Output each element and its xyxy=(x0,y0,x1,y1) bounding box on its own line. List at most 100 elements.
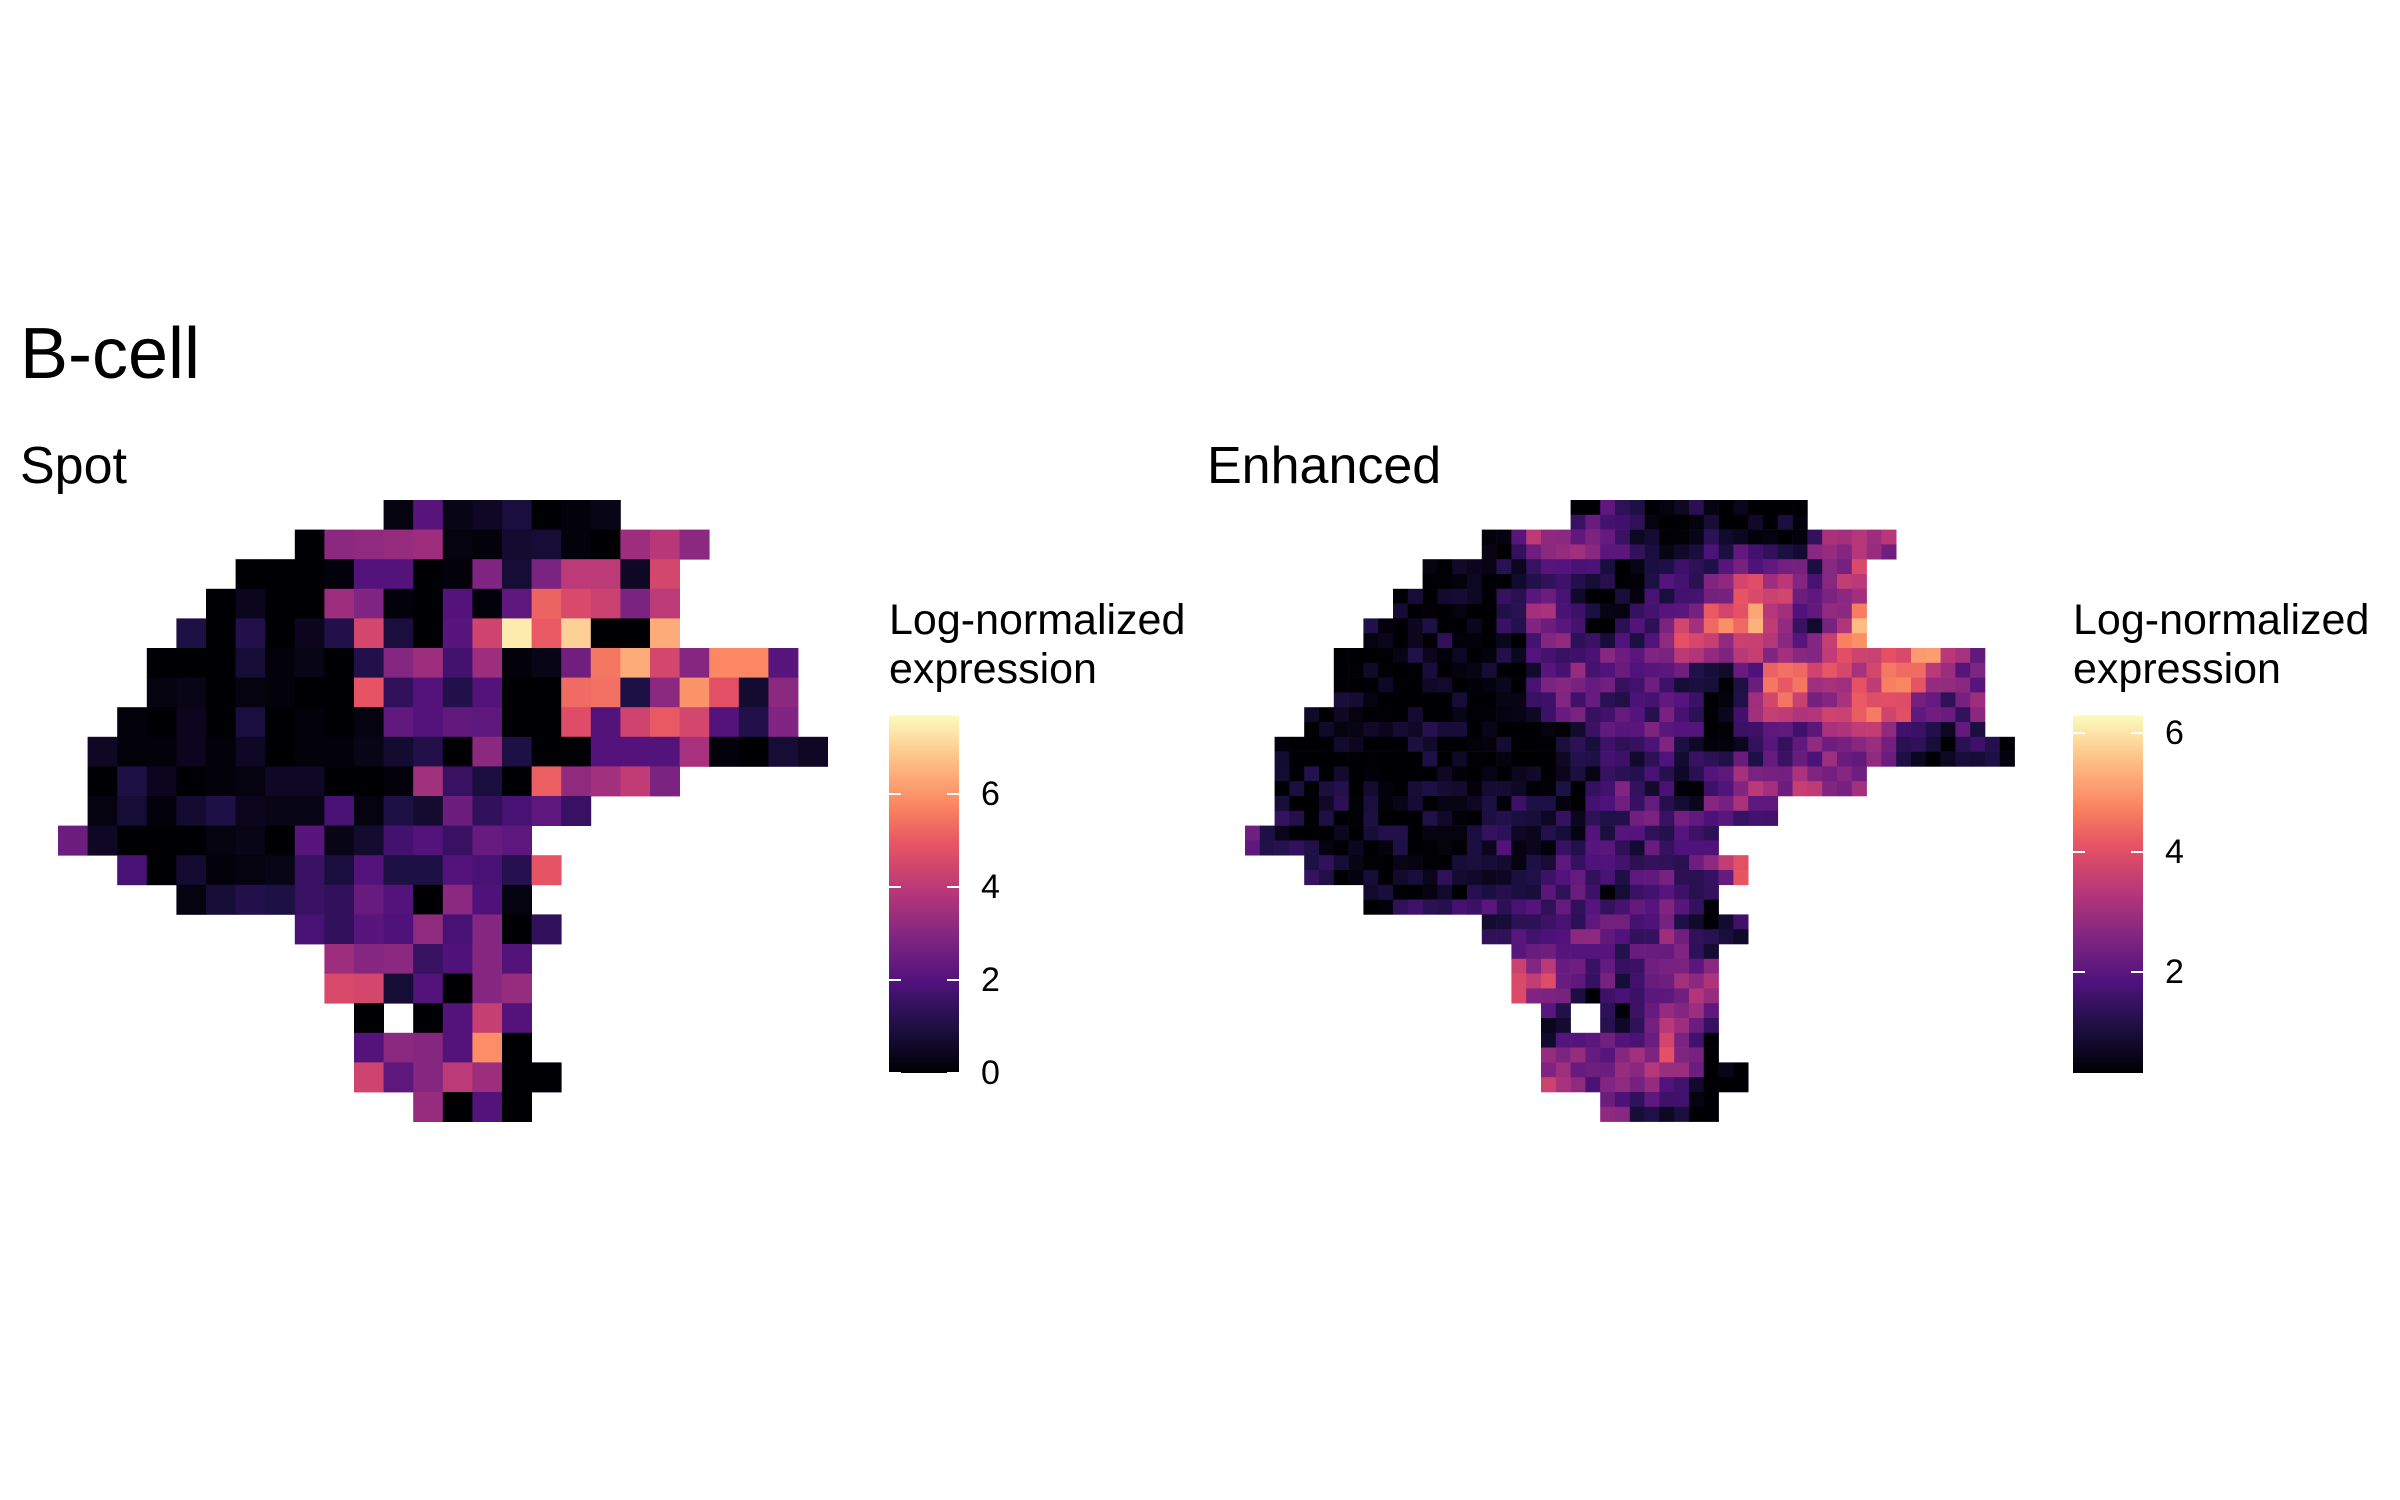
spot-cell xyxy=(294,677,325,708)
spot-cell xyxy=(354,1032,384,1063)
spot-cell xyxy=(354,884,384,915)
legend-tick-mark xyxy=(2131,851,2143,854)
enhanced-cell xyxy=(1629,514,1645,530)
enhanced-cell xyxy=(1570,899,1586,915)
enhanced-cell xyxy=(1822,781,1838,797)
spot-cell xyxy=(472,559,503,590)
enhanced-cell xyxy=(1481,929,1497,945)
enhanced-cell xyxy=(1511,662,1527,678)
enhanced-cell xyxy=(1718,722,1734,738)
spot-cell xyxy=(413,559,444,590)
enhanced-cell xyxy=(1851,588,1867,604)
spot-cell xyxy=(768,736,799,767)
spot-cell xyxy=(354,736,384,767)
enhanced-cell xyxy=(1393,884,1409,900)
enhanced-cell xyxy=(1526,810,1542,826)
enhanced-cell xyxy=(1422,692,1438,708)
spot-cell xyxy=(383,618,414,649)
enhanced-cell xyxy=(1555,929,1571,945)
enhanced-cell xyxy=(1629,914,1645,930)
enhanced-cell xyxy=(1822,707,1838,723)
enhanced-cell xyxy=(1437,692,1453,708)
enhanced-cell xyxy=(1925,736,1941,752)
enhanced-cell xyxy=(1585,648,1601,664)
enhanced-cell xyxy=(1851,736,1867,752)
enhanced-cell xyxy=(1718,662,1734,678)
spot-cell xyxy=(206,766,236,797)
enhanced-cell xyxy=(1319,707,1335,723)
enhanced-cell xyxy=(1526,884,1542,900)
spot-cell xyxy=(354,973,384,1004)
enhanced-cell xyxy=(1378,736,1394,752)
enhanced-cell xyxy=(1748,544,1764,560)
enhanced-cell xyxy=(1526,751,1542,767)
spot-cell xyxy=(117,796,148,826)
spot-cell xyxy=(472,944,503,974)
spot-cell xyxy=(798,736,828,767)
enhanced-cell xyxy=(1422,722,1438,738)
spot-cell xyxy=(442,500,473,530)
enhanced-cell xyxy=(1644,944,1660,960)
enhanced-cell xyxy=(1822,662,1838,678)
enhanced-cell xyxy=(1703,692,1719,708)
spot-cell xyxy=(354,529,384,560)
enhanced-cell xyxy=(1526,914,1542,930)
enhanced-cell xyxy=(1452,840,1468,856)
enhanced-cell xyxy=(1629,870,1645,886)
enhanced-cell xyxy=(1674,781,1690,797)
enhanced-cell xyxy=(1763,648,1779,664)
enhanced-cell xyxy=(1689,1092,1705,1108)
enhanced-cell xyxy=(1437,603,1453,619)
enhanced-cell xyxy=(1718,707,1734,723)
enhanced-cell xyxy=(1955,662,1971,678)
enhanced-cell xyxy=(1881,692,1897,708)
spot-cell xyxy=(235,766,266,797)
enhanced-cell xyxy=(1777,722,1793,738)
spot-cell xyxy=(265,825,296,856)
spot-cell xyxy=(413,944,444,974)
enhanced-cell xyxy=(1393,722,1409,738)
spot-cell xyxy=(502,648,532,678)
spot-cell xyxy=(442,736,473,767)
enhanced-cell xyxy=(1629,736,1645,752)
enhanced-cell xyxy=(1792,766,1808,782)
enhanced-cell xyxy=(1555,707,1571,723)
spot-cell xyxy=(413,1003,444,1034)
enhanced-cell xyxy=(1437,899,1453,915)
enhanced-cell xyxy=(1674,855,1690,871)
enhanced-cell xyxy=(1748,588,1764,604)
spot-cell xyxy=(206,825,236,856)
enhanced-cell xyxy=(1644,588,1660,604)
enhanced-cell xyxy=(1363,796,1379,812)
enhanced-cell xyxy=(1585,973,1601,989)
enhanced-cell xyxy=(1689,914,1705,930)
enhanced-cell xyxy=(1304,855,1320,871)
enhanced-cell xyxy=(1866,648,1882,664)
enhanced-cell xyxy=(1718,855,1734,871)
spot-cell xyxy=(206,796,236,826)
spot-cell xyxy=(442,618,473,649)
enhanced-cell xyxy=(1881,707,1897,723)
enhanced-cell xyxy=(1763,514,1779,530)
enhanced-cell xyxy=(1555,692,1571,708)
enhanced-cell xyxy=(1378,677,1394,693)
enhanced-cell xyxy=(1541,958,1557,974)
enhanced-cell xyxy=(1659,855,1675,871)
enhanced-cell xyxy=(1733,855,1749,871)
enhanced-cell xyxy=(1674,1032,1690,1048)
spot-cell xyxy=(502,529,532,560)
enhanced-cell xyxy=(1304,722,1320,738)
enhanced-cell xyxy=(1393,840,1409,856)
enhanced-cell xyxy=(1437,870,1453,886)
enhanced-cell xyxy=(1644,751,1660,767)
enhanced-cell xyxy=(1674,529,1690,545)
enhanced-cell xyxy=(1496,870,1512,886)
enhanced-cell xyxy=(1422,633,1438,649)
spot-cell xyxy=(383,707,414,738)
spot-cell xyxy=(354,766,384,797)
legend-tick-mark xyxy=(2073,970,2085,973)
enhanced-cell xyxy=(1422,781,1438,797)
spot-cell xyxy=(442,944,473,974)
spot-cell xyxy=(206,707,236,738)
enhanced-cell xyxy=(1407,781,1423,797)
